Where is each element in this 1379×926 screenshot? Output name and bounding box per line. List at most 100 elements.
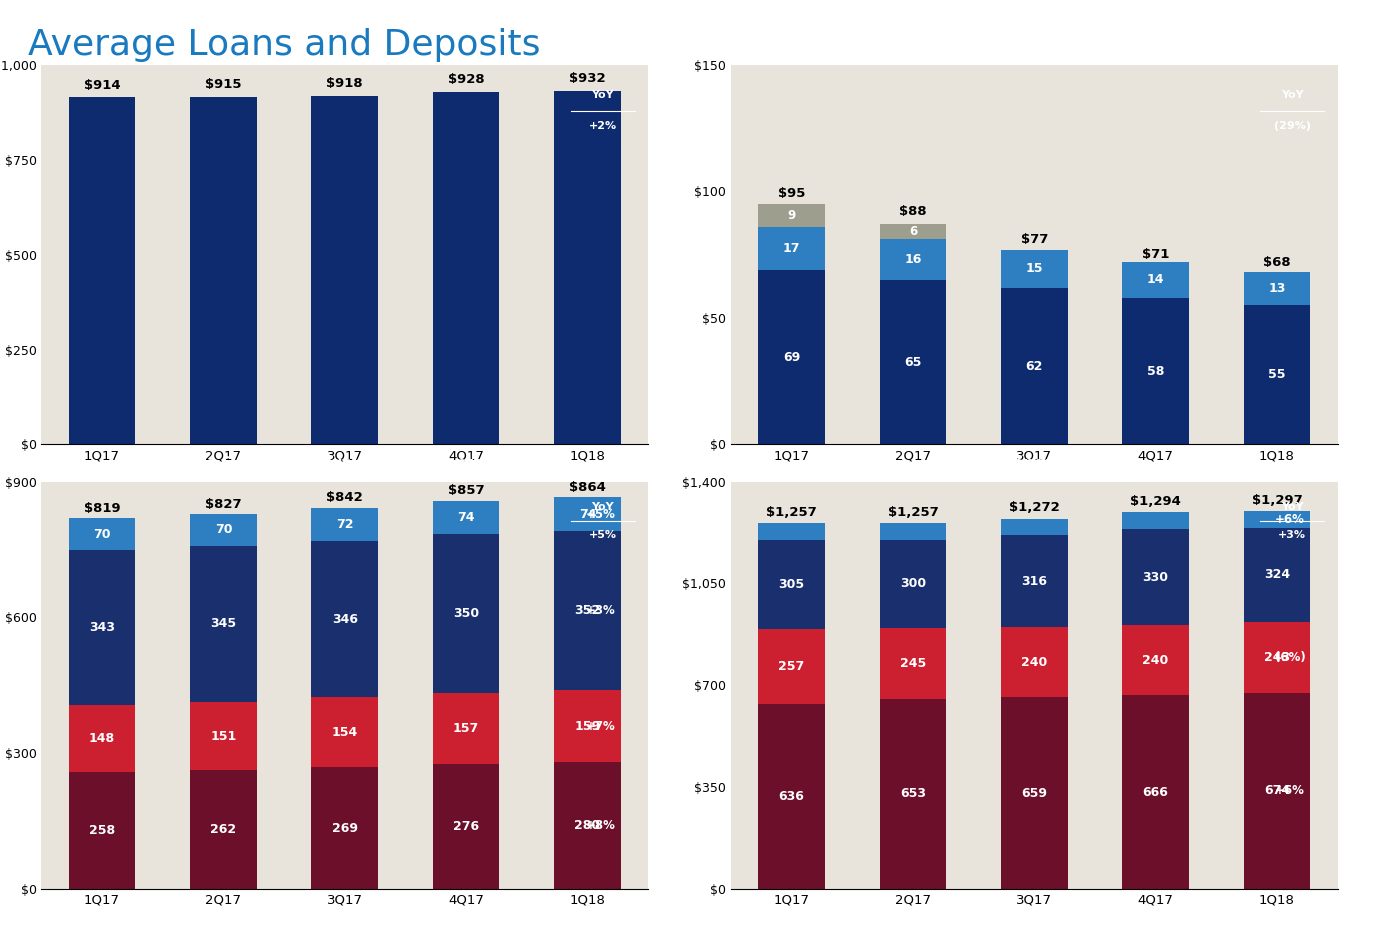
Text: $88: $88 bbox=[899, 205, 927, 218]
Bar bbox=[1123, 625, 1189, 695]
Text: $932: $932 bbox=[570, 72, 605, 85]
Text: YoY: YoY bbox=[592, 91, 614, 100]
Bar bbox=[758, 269, 825, 444]
Bar bbox=[433, 93, 499, 444]
Text: $71: $71 bbox=[1142, 248, 1169, 261]
Bar bbox=[1001, 627, 1067, 697]
Bar bbox=[880, 523, 946, 540]
Bar bbox=[554, 531, 621, 690]
Text: $819: $819 bbox=[84, 502, 120, 515]
Text: 157: 157 bbox=[452, 722, 480, 735]
Text: 674: 674 bbox=[1265, 784, 1289, 797]
Text: 666: 666 bbox=[1143, 785, 1168, 798]
Text: 269: 269 bbox=[332, 821, 357, 834]
Text: 240: 240 bbox=[1142, 654, 1169, 667]
Bar bbox=[1123, 262, 1189, 297]
Bar bbox=[880, 280, 946, 444]
Text: Total Loans & Leases ($B) ¹: Total Loans & Leases ($B) ¹ bbox=[233, 40, 456, 55]
Bar bbox=[1244, 511, 1310, 528]
Text: 330: 330 bbox=[1143, 570, 1168, 583]
Text: 148: 148 bbox=[90, 732, 114, 745]
Text: Average Loans and Deposits: Average Loans and Deposits bbox=[28, 28, 541, 62]
Bar bbox=[312, 767, 378, 889]
Bar bbox=[69, 772, 135, 889]
Text: 69: 69 bbox=[783, 351, 800, 364]
Text: $1,294: $1,294 bbox=[1131, 495, 1180, 508]
Bar bbox=[312, 697, 378, 767]
Text: 9: 9 bbox=[787, 209, 796, 222]
Text: 151: 151 bbox=[210, 730, 237, 743]
Bar bbox=[190, 702, 256, 770]
Bar bbox=[880, 540, 946, 628]
Text: +6%: +6% bbox=[1276, 513, 1305, 526]
Text: 280: 280 bbox=[575, 820, 600, 832]
Legend: Residential mortgage, Home equity, Non-U.S. credit card: Residential mortgage, Home equity, Non-U… bbox=[822, 488, 1247, 507]
Text: 13: 13 bbox=[1269, 282, 1285, 295]
Text: $1,272: $1,272 bbox=[1009, 501, 1059, 515]
Text: $914: $914 bbox=[84, 79, 120, 92]
Bar bbox=[1001, 519, 1067, 535]
Text: 74: 74 bbox=[579, 507, 596, 520]
Text: 154: 154 bbox=[331, 726, 359, 739]
Text: +5%: +5% bbox=[586, 507, 615, 520]
Bar bbox=[1123, 512, 1189, 530]
Bar bbox=[433, 534, 499, 693]
Text: 343: 343 bbox=[90, 621, 114, 634]
Bar bbox=[1001, 250, 1067, 288]
Bar bbox=[312, 508, 378, 541]
Bar bbox=[758, 227, 825, 269]
Bar bbox=[1001, 535, 1067, 627]
Bar bbox=[554, 497, 621, 531]
Text: 245: 245 bbox=[899, 657, 927, 669]
Bar bbox=[758, 204, 825, 227]
Text: +7%: +7% bbox=[586, 720, 615, 732]
Text: 6: 6 bbox=[909, 225, 917, 238]
Text: 257: 257 bbox=[778, 660, 805, 673]
Bar bbox=[190, 514, 256, 545]
Text: 58: 58 bbox=[1147, 365, 1164, 378]
Bar bbox=[1244, 306, 1310, 444]
Text: 345: 345 bbox=[211, 618, 236, 631]
Bar bbox=[190, 97, 256, 444]
Text: +2%: +2% bbox=[589, 121, 616, 131]
Bar bbox=[880, 240, 946, 280]
Text: $77: $77 bbox=[1020, 232, 1048, 245]
Bar bbox=[1001, 288, 1067, 444]
Text: 62: 62 bbox=[1026, 359, 1043, 372]
Bar bbox=[880, 699, 946, 889]
Text: 72: 72 bbox=[336, 518, 353, 531]
Text: 352: 352 bbox=[575, 604, 600, 617]
Text: $928: $928 bbox=[448, 73, 484, 86]
Text: 276: 276 bbox=[454, 820, 479, 833]
Text: +3%: +3% bbox=[1278, 530, 1306, 540]
Text: YoY: YoY bbox=[592, 502, 614, 512]
Bar bbox=[554, 91, 621, 444]
Text: 16: 16 bbox=[905, 253, 921, 266]
Text: $827: $827 bbox=[205, 498, 241, 511]
Text: 305: 305 bbox=[779, 578, 804, 591]
Text: $1,297: $1,297 bbox=[1252, 494, 1302, 507]
Bar bbox=[433, 764, 499, 889]
Bar bbox=[1123, 530, 1189, 625]
Text: (29%): (29%) bbox=[1274, 121, 1310, 131]
Bar bbox=[1123, 695, 1189, 889]
Bar bbox=[69, 550, 135, 706]
Bar bbox=[1244, 622, 1310, 693]
Bar bbox=[312, 96, 378, 444]
Bar bbox=[190, 770, 256, 889]
Text: Loans & Leases in Business Segments ($B): Loans & Leases in Business Segments ($B) bbox=[167, 457, 523, 471]
Bar bbox=[758, 540, 825, 629]
Text: $915: $915 bbox=[205, 79, 241, 92]
Text: 74: 74 bbox=[458, 511, 474, 524]
Text: +6%: +6% bbox=[1276, 784, 1305, 797]
Bar bbox=[190, 545, 256, 702]
Bar bbox=[554, 690, 621, 762]
Text: Loans & Leases in All Other ($B) ¹: Loans & Leases in All Other ($B) ¹ bbox=[895, 40, 1174, 55]
Text: 636: 636 bbox=[779, 790, 804, 803]
Text: 350: 350 bbox=[454, 607, 479, 620]
Text: 14: 14 bbox=[1147, 273, 1164, 286]
Text: 243: 243 bbox=[1265, 651, 1289, 664]
Text: 346: 346 bbox=[332, 613, 357, 626]
Bar bbox=[758, 523, 825, 540]
Text: $68: $68 bbox=[1263, 256, 1291, 269]
